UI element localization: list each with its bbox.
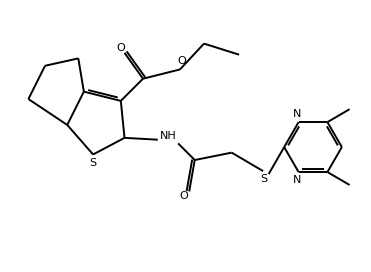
Text: NH: NH [160, 131, 177, 141]
Text: O: O [116, 44, 125, 53]
Text: S: S [261, 174, 268, 184]
Text: O: O [179, 191, 188, 201]
Text: N: N [293, 109, 301, 119]
Text: N: N [293, 175, 301, 185]
Text: O: O [177, 56, 186, 66]
Text: S: S [89, 157, 97, 168]
